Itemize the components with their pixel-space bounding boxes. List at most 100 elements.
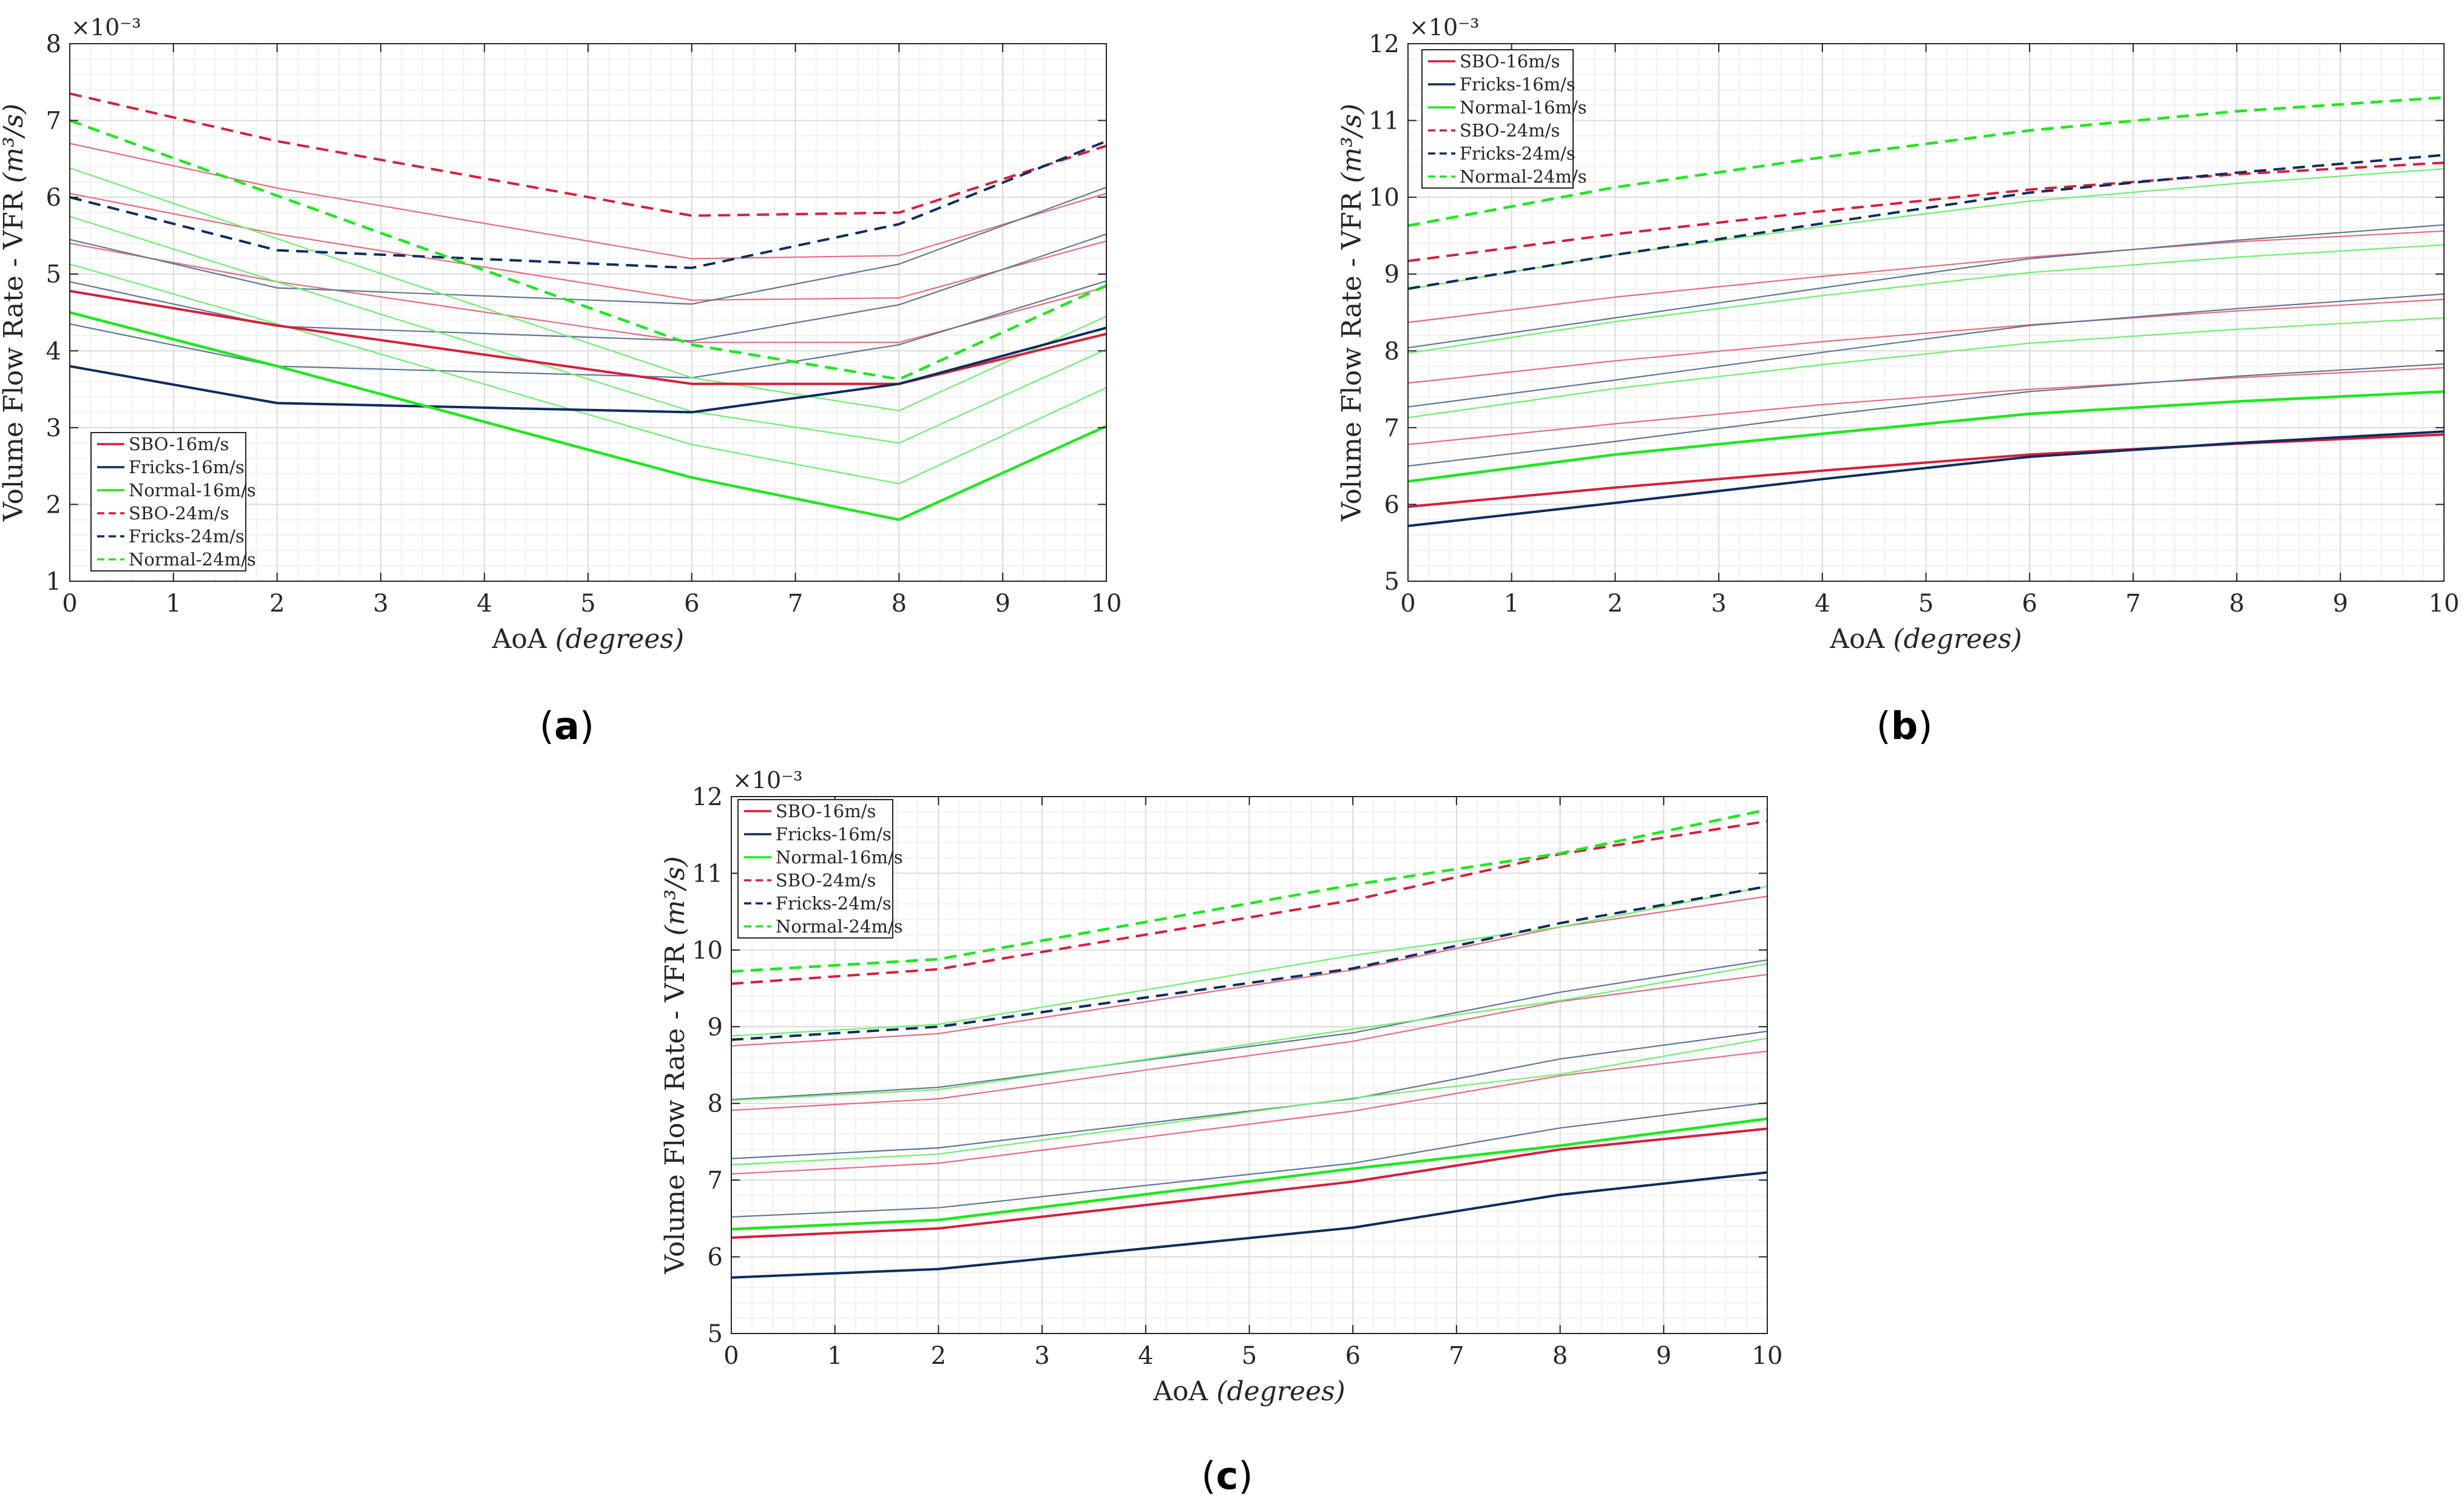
y-tick-label: 12 [692, 783, 723, 811]
series-line-normal-16m-s [1407, 390, 2445, 483]
x-tick-label: 8 [892, 590, 907, 618]
x-tick-label: 2 [269, 590, 285, 618]
series-line-normal-24m-s [69, 119, 1107, 381]
y-tick-label: 6 [46, 184, 61, 212]
intermediate-line-normal [69, 167, 1107, 412]
x-tick-label: 6 [2022, 590, 2037, 618]
x-tick-label: 0 [723, 1342, 739, 1370]
y-tick-label: 7 [46, 107, 61, 135]
y-tick-label: 6 [708, 1244, 723, 1272]
y-tick-label: 7 [708, 1167, 723, 1195]
x-tick-label: 9 [2333, 590, 2348, 618]
series-lines [1407, 96, 2445, 527]
intermediate-line-sbo [69, 143, 1107, 260]
x-tick-label: 6 [1345, 1342, 1360, 1370]
y-multiplier: ×10⁻³ [1409, 14, 1479, 41]
y-tick-label: 6 [1384, 491, 1400, 519]
y-tick-label: 9 [1384, 261, 1400, 289]
series-line-sbo-24m-s [731, 820, 1768, 985]
legend: SBO-16m/sFricks-16m/sNormal-16m/sSBO-24m… [737, 799, 903, 939]
series-line-fricks-24m-s [731, 885, 1768, 1041]
y-tick-label: 7 [1384, 414, 1400, 442]
y-tick-label: 10 [692, 937, 723, 965]
intermediate-line-fricks [1407, 293, 2445, 408]
x-tick-label: 3 [1711, 590, 1726, 618]
legend-label: Normal-16m/s [776, 847, 903, 868]
legend-label: SBO-16m/s [776, 801, 876, 821]
x-tick-label: 6 [684, 590, 699, 618]
legend: SBO-16m/sFricks-16m/sNormal-16m/sSBO-24m… [1421, 49, 1587, 189]
x-tick-label: 10 [1091, 590, 1122, 618]
legend-label: Fricks-24m/s [1460, 143, 1576, 164]
series-line-normal-24m-s [731, 808, 1768, 973]
legend: SBO-16m/sFricks-16m/sNormal-16m/sSBO-24m… [90, 432, 256, 572]
intermediate-line-normal [1407, 244, 2445, 354]
x-tick-label: 1 [1504, 590, 1519, 618]
x-axis-label: AoA (degrees) [1829, 624, 2022, 655]
y-axis-label: Volume Flow Rate - VFR (m³/s) [660, 856, 691, 1275]
panel-label-a: (a) [540, 704, 594, 748]
series-line-normal-16m-s [731, 1117, 1768, 1231]
series-line-normal-16m-s [69, 311, 1107, 521]
x-tick-label: 0 [1400, 590, 1415, 618]
x-tick-label: 0 [62, 590, 77, 618]
legend-label: SBO-24m/s [1460, 120, 1560, 141]
intermediate-lines [1407, 168, 2445, 467]
series-line-fricks-24m-s [1407, 153, 2445, 290]
legend-label: Fricks-24m/s [129, 526, 245, 547]
axis-ticks [731, 796, 1768, 1334]
y-tick-label: 4 [46, 337, 61, 365]
x-tick-label: 4 [1815, 590, 1830, 618]
series-line-normal-24m-s [1407, 96, 2445, 228]
intermediate-line-normal [69, 263, 1107, 485]
x-tick-label: 8 [1552, 1342, 1568, 1370]
x-tick-label: 5 [1918, 590, 1934, 618]
series-line-fricks-16m-s [1407, 430, 2445, 527]
x-tick-label: 5 [1242, 1342, 1257, 1370]
y-tick-label: 9 [708, 1013, 723, 1041]
x-axis-label: AoA (degrees) [1152, 1376, 1345, 1407]
x-tick-label: 10 [1752, 1342, 1783, 1370]
panel-label-c: (c) [1201, 1454, 1253, 1498]
x-tick-label: 7 [1449, 1342, 1464, 1370]
intermediate-line-sbo [69, 192, 1107, 301]
x-tick-label: 9 [1656, 1342, 1671, 1370]
legend-label: Normal-16m/s [1460, 97, 1587, 118]
y-tick-label: 5 [708, 1320, 723, 1348]
legend-label: Normal-24m/s [776, 916, 903, 937]
x-tick-label: 9 [995, 590, 1010, 618]
intermediate-line-fricks [1407, 363, 2445, 467]
legend-label: Fricks-16m/s [1460, 74, 1576, 95]
x-tick-label: 2 [931, 1342, 946, 1370]
legend-label: SBO-24m/s [129, 503, 229, 524]
series-line-sbo-24m-s [69, 92, 1107, 217]
x-tick-label: 5 [580, 590, 595, 618]
series-line-fricks-16m-s [69, 326, 1107, 414]
intermediate-line-fricks [731, 1030, 1768, 1159]
y-tick-label: 11 [692, 860, 723, 888]
legend-box [737, 799, 893, 939]
y-tick-label: 3 [46, 414, 61, 442]
axis-ticks [1407, 43, 2445, 582]
series-line-fricks-24m-s [69, 140, 1107, 269]
intermediate-line-fricks [731, 1102, 1768, 1218]
series-line-sbo-16m-s [731, 1127, 1768, 1239]
intermediate-line-sbo [731, 974, 1768, 1111]
y-tick-label: 12 [1369, 30, 1400, 58]
y-tick-label: 8 [708, 1090, 723, 1118]
y-tick-label: 8 [46, 30, 61, 58]
series-lines [731, 808, 1768, 1279]
legend-label: SBO-24m/s [776, 870, 876, 891]
legend-label: SBO-16m/s [129, 434, 229, 454]
intermediate-line-fricks [1407, 224, 2445, 349]
intermediate-line-normal [731, 885, 1768, 1037]
axis-ticks [69, 43, 1107, 582]
legend-label: Fricks-16m/s [129, 457, 245, 477]
legend-box [1421, 49, 1574, 189]
series-line-sbo-16m-s [69, 289, 1107, 385]
y-multiplier: ×10⁻³ [733, 767, 802, 794]
y-tick-label: 10 [1369, 184, 1400, 212]
